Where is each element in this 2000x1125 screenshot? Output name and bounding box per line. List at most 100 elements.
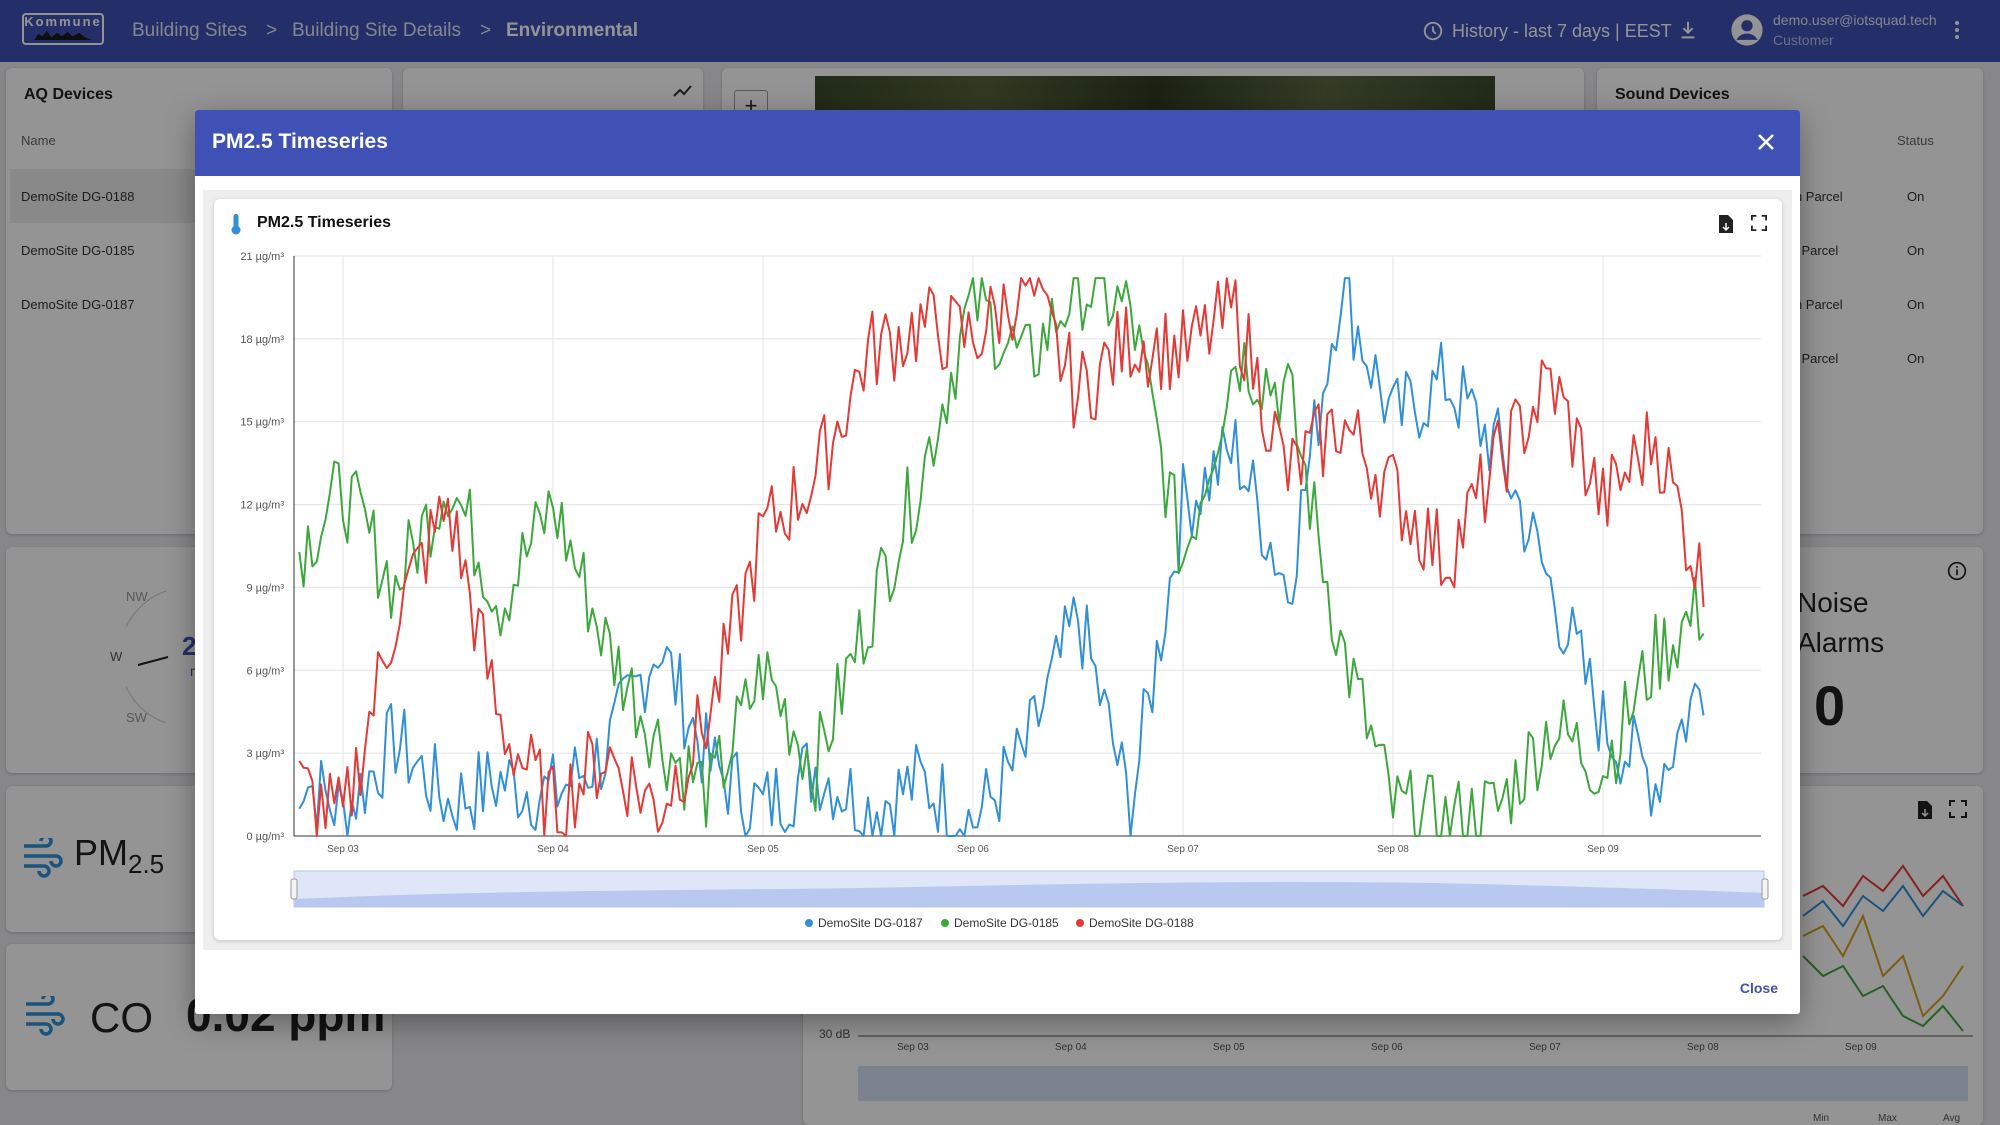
breadcrumb-building-sites[interactable]: Building Sites xyxy=(132,20,248,41)
fullscreen-icon[interactable] xyxy=(1949,800,1967,818)
series-line-demosite-dg-0187[interactable] xyxy=(298,277,1705,837)
compass-dial xyxy=(126,590,169,724)
y-tick-label: 21 µg/m³ xyxy=(240,251,284,263)
noise-alarms-count: 0 xyxy=(1814,674,1846,737)
table-row[interactable]: DemoSite DG-0188 xyxy=(21,189,135,204)
table-row[interactable]: rth Parcel xyxy=(1787,189,1843,204)
logo-text: Kommune xyxy=(24,14,102,29)
legend-label: DemoSite DG-0187 xyxy=(818,916,923,930)
navigator-handle-left[interactable] xyxy=(290,878,298,900)
status-on: On xyxy=(1907,351,1925,366)
air-flow-icon xyxy=(24,838,63,878)
table-row[interactable]: rth Parcel xyxy=(1787,297,1843,312)
column-header-name[interactable]: Name xyxy=(21,133,56,148)
sound-devices-title: Sound Devices xyxy=(1615,86,1730,103)
navigator-handle-right[interactable] xyxy=(1761,878,1769,900)
close-button[interactable]: Close xyxy=(1739,980,1778,996)
y-tick-label: 0 µg/m³ xyxy=(246,831,284,843)
series-line-demosite-dg-0188[interactable] xyxy=(298,277,1705,837)
clock-icon xyxy=(1423,21,1443,41)
sound-x-tick: Sep 06 xyxy=(1371,1042,1403,1053)
pm25-label: PM2.5 xyxy=(74,832,164,880)
sound-x-tick: Sep 05 xyxy=(1213,1042,1245,1053)
x-tick-label: Sep 03 xyxy=(327,844,359,855)
y-tick-label: 6 µg/m³ xyxy=(246,665,284,677)
more-vert-icon[interactable] xyxy=(1945,18,1969,42)
sound-chart-lines xyxy=(858,864,1973,1101)
pm-subscript: 2.5 xyxy=(128,849,165,880)
close-icon[interactable] xyxy=(1754,130,1778,154)
dialog-header: PM2.5 Timeseries xyxy=(195,110,1800,176)
breadcrumb-environmental: Environmental xyxy=(506,20,638,41)
table-row[interactable]: DemoSite DG-0185 xyxy=(21,243,135,258)
y-tick-label: 12 µg/m³ xyxy=(240,500,284,512)
x-tick-label: Sep 04 xyxy=(537,844,569,855)
sound-footer-avg: Avg xyxy=(1943,1113,1961,1124)
export-file-icon[interactable] xyxy=(1916,800,1934,820)
account-circle-icon[interactable] xyxy=(1730,13,1764,47)
x-tick-label: Sep 05 xyxy=(747,844,779,855)
sound-y-label: 30 dB xyxy=(819,1027,851,1041)
sound-x-tick: Sep 04 xyxy=(1055,1042,1087,1053)
sound-x-tick: Sep 03 xyxy=(897,1042,929,1053)
dialog-title: PM2.5 Timeseries xyxy=(212,130,388,153)
x-tick-label: Sep 06 xyxy=(957,844,989,855)
y-tick-label: 3 µg/m³ xyxy=(246,748,284,760)
x-tick-label: Sep 07 xyxy=(1167,844,1199,855)
legend-label: DemoSite DG-0185 xyxy=(954,916,1059,930)
wind-speed-value: 2 xyxy=(182,631,197,661)
pm25-timeseries-dialog: PM2.5 Timeseries PM2.5 Timeseries 0 µg/m… xyxy=(195,110,1800,1014)
x-tick-label: Sep 08 xyxy=(1377,844,1409,855)
air-flow-icon xyxy=(26,996,65,1036)
y-tick-label: 9 µg/m³ xyxy=(246,582,284,594)
status-on: On xyxy=(1907,297,1925,312)
series-line-demosite-dg-0185[interactable] xyxy=(298,277,1705,837)
breadcrumb-building-site-details[interactable]: Building Site Details xyxy=(292,20,461,41)
thermometer-icon xyxy=(231,214,241,235)
download-icon[interactable] xyxy=(1677,19,1699,41)
sound-x-tick: Sep 08 xyxy=(1687,1042,1719,1053)
top-app-bar: Kommune Building Sites > Building Site D… xyxy=(0,0,2000,62)
legend-item[interactable]: DemoSite DG-0185 xyxy=(941,916,1059,930)
sound-x-tick: Sep 09 xyxy=(1845,1042,1877,1053)
aerial-map-image[interactable] xyxy=(815,76,1495,116)
user-role: Customer xyxy=(1773,32,1834,48)
export-file-icon[interactable] xyxy=(1718,214,1734,234)
y-tick-label: 15 µg/m³ xyxy=(240,417,284,429)
noise-alarms-line2: Alarms xyxy=(1797,627,1885,658)
breadcrumb-separator: > xyxy=(480,20,492,41)
status-on: On xyxy=(1907,243,1925,258)
sound-x-tick: Sep 07 xyxy=(1529,1042,1561,1053)
legend-item[interactable]: DemoSite DG-0187 xyxy=(805,916,923,930)
fullscreen-icon[interactable] xyxy=(1751,215,1767,231)
legend-label: DemoSite DG-0188 xyxy=(1089,916,1194,930)
navigator-area xyxy=(294,881,1764,907)
compass-sw-label: SW xyxy=(126,710,147,725)
status-on: On xyxy=(1907,189,1925,204)
legend-dot xyxy=(805,919,813,927)
table-row[interactable]: DemoSite DG-0187 xyxy=(21,297,135,312)
pm-text: PM xyxy=(74,832,128,873)
co-label: CO xyxy=(90,994,153,1041)
breadcrumb-separator: > xyxy=(266,20,278,41)
compass-w-label: W xyxy=(110,649,123,664)
column-header-status[interactable]: Status xyxy=(1897,133,1934,148)
info-icon[interactable] xyxy=(1947,561,1967,581)
dialog-body: PM2.5 Timeseries 0 µg/m³ 3 µg/m³ 6 µg/m³ 9 … xyxy=(203,190,1792,950)
history-selector[interactable]: History - last 7 days | EEST xyxy=(1422,20,1672,42)
chart-title: PM2.5 Timeseries xyxy=(257,214,392,231)
user-email: demo.user@iotsquad.tech xyxy=(1773,12,1937,28)
history-label: History - last 7 days | EEST xyxy=(1452,20,1672,41)
kommune-logo[interactable]: Kommune xyxy=(22,13,104,45)
trending-up-icon[interactable] xyxy=(673,82,693,98)
aq-devices-title: AQ Devices xyxy=(24,86,113,103)
legend-item[interactable]: DemoSite DG-0188 xyxy=(1076,916,1194,930)
pm25-line-chart[interactable]: 0 µg/m³ 3 µg/m³ 6 µg/m³ 9 µg/m³ 12 µg/m³ 15 µ… xyxy=(214,199,1782,940)
x-tick-label: Sep 09 xyxy=(1587,844,1619,855)
compass-nw-label: NW xyxy=(126,589,148,604)
noise-alarms-line1: Noise xyxy=(1797,587,1869,618)
legend-dot xyxy=(941,919,949,927)
chart-card: PM2.5 Timeseries 0 µg/m³ 3 µg/m³ 6 µg/m³ 9 … xyxy=(214,199,1782,940)
y-tick-label: 18 µg/m³ xyxy=(240,334,284,346)
legend-dot xyxy=(1076,919,1084,927)
